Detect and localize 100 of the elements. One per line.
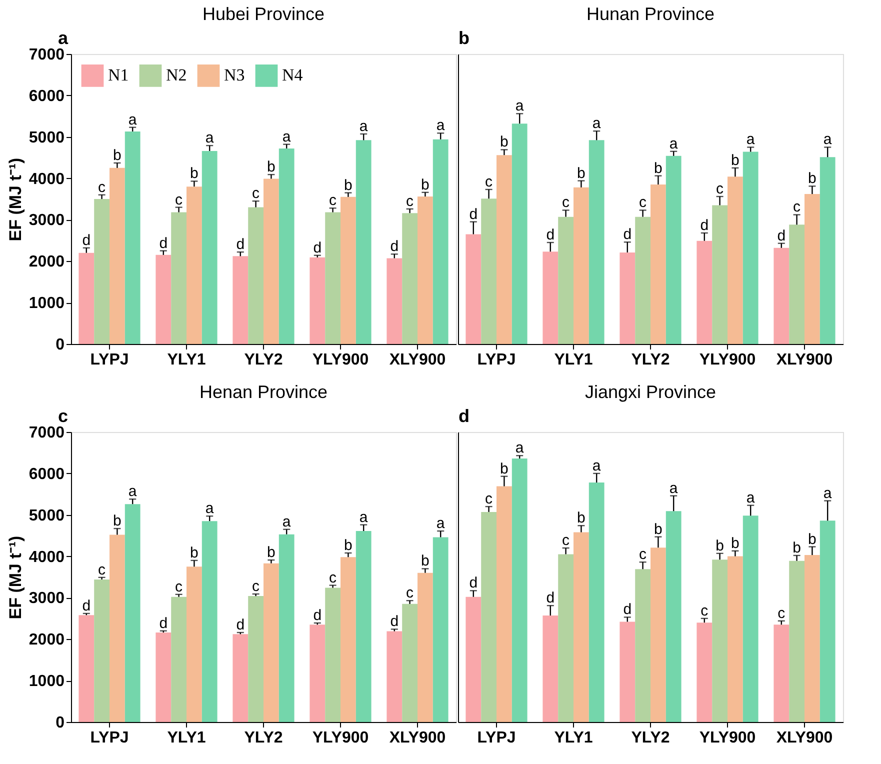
y-tick-label: 1000 <box>28 295 65 312</box>
y-axis-title: EF (MJ t⁻¹) <box>6 536 25 620</box>
data-label: b <box>577 164 586 182</box>
data-label: b <box>577 510 586 527</box>
x-tick-label: YLY2 <box>244 352 283 368</box>
bar <box>466 234 482 344</box>
data-label: a <box>669 480 678 497</box>
data-label: b <box>500 134 508 151</box>
data-label: c <box>562 194 570 212</box>
data-label: a <box>436 117 446 134</box>
legend-label: N3 <box>224 66 245 85</box>
x-tick-label: YLY1 <box>554 352 593 368</box>
bar <box>110 168 125 344</box>
data-label: a <box>128 111 138 128</box>
bar <box>789 560 804 722</box>
data-label: d <box>82 232 91 249</box>
bar <box>432 537 448 722</box>
data-label: b <box>190 544 198 562</box>
y-tick-label: 3000 <box>28 590 65 608</box>
data-label: a <box>515 440 524 457</box>
x-tick-label: LYPJ <box>477 730 516 746</box>
x-tick-label: LYPJ <box>90 730 129 746</box>
data-label: c <box>778 604 786 622</box>
bar <box>728 176 743 344</box>
data-label: d <box>159 234 168 252</box>
data-label: b <box>654 520 662 538</box>
data-label: c <box>639 546 648 564</box>
x-tick-label: XLY900 <box>389 352 446 368</box>
data-label: b <box>190 165 198 182</box>
data-label: b <box>792 539 801 556</box>
y-tick-label: 2000 <box>28 254 65 271</box>
bar <box>78 252 94 344</box>
data-label: a <box>746 489 756 506</box>
data-label: c <box>406 584 414 602</box>
text: a <box>58 28 69 48</box>
data-label: a <box>823 484 832 502</box>
data-label: b <box>267 544 276 562</box>
bar <box>742 516 758 722</box>
bar <box>94 579 110 722</box>
bar <box>340 557 356 722</box>
data-label: a <box>205 500 214 518</box>
bar <box>232 634 248 722</box>
bar <box>542 252 558 344</box>
bar <box>804 555 820 722</box>
data-label: c <box>406 192 414 210</box>
bar <box>820 157 836 344</box>
bar <box>325 212 340 344</box>
bar <box>78 615 94 722</box>
y-tick-label: 5000 <box>28 507 65 524</box>
bar <box>588 482 604 722</box>
y-tick-label: 6000 <box>28 466 65 483</box>
x-tick-label: LYPJ <box>90 352 129 368</box>
x-tick-label: YLY2 <box>244 730 283 746</box>
bar <box>248 596 264 722</box>
data-label: b <box>344 176 352 194</box>
data-label: c <box>485 173 494 190</box>
x-tick-label: YLY900 <box>312 352 369 368</box>
bar <box>666 156 682 344</box>
bar <box>635 216 650 344</box>
x-tick-label: YLY1 <box>167 352 206 368</box>
bar <box>310 624 326 722</box>
data-label: d <box>390 613 399 630</box>
data-label: a <box>282 128 292 146</box>
bar <box>232 256 248 344</box>
bar <box>696 622 712 722</box>
bar <box>248 207 264 344</box>
x-tick-label: YLY900 <box>312 730 369 746</box>
x-tick-label: YLY1 <box>554 730 593 746</box>
data-label: b <box>421 176 430 194</box>
data-label: b <box>267 158 276 176</box>
bar <box>264 178 279 344</box>
y-tick-label: 0 <box>56 714 65 732</box>
legend-label: N4 <box>282 66 304 85</box>
data-label: d <box>236 236 245 254</box>
data-label: d <box>159 614 168 632</box>
data-label: c <box>716 180 724 198</box>
bar <box>264 563 279 722</box>
data-label: c <box>485 490 494 508</box>
text: d <box>458 406 470 426</box>
bar <box>171 596 186 722</box>
bar <box>820 520 836 722</box>
bar <box>481 512 496 722</box>
data-label: c <box>252 578 260 595</box>
data-label: d <box>546 226 555 244</box>
bar <box>278 148 294 344</box>
bar <box>728 556 743 722</box>
data-label: a <box>669 135 678 152</box>
bar <box>418 572 433 722</box>
y-tick-label: 7000 <box>28 424 65 442</box>
data-label: d <box>700 216 709 234</box>
bar <box>774 624 790 722</box>
bar <box>712 205 728 344</box>
data-label: c <box>639 194 648 212</box>
bar <box>171 212 186 344</box>
data-label: d <box>236 616 245 634</box>
text: c <box>58 406 68 426</box>
bar <box>574 532 589 722</box>
data-label: c <box>329 192 338 210</box>
bar <box>742 152 758 344</box>
data-label: b <box>421 552 430 570</box>
